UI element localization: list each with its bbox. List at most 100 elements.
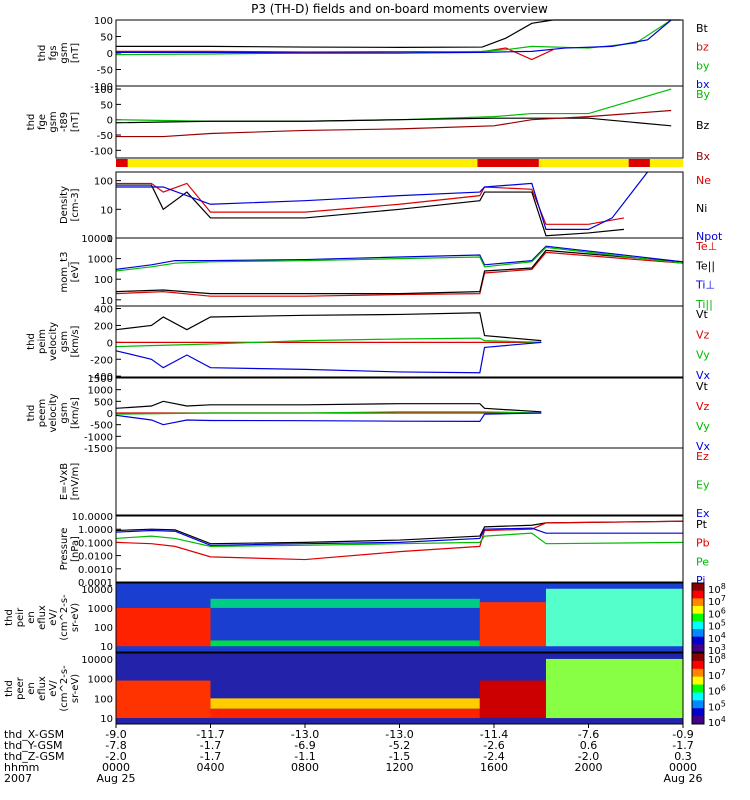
- efield-frame: [115, 447, 684, 516]
- peim-velocity-ylabel-line-1: peim: [37, 329, 48, 354]
- time-row-0-value-0: -9.0: [105, 728, 126, 741]
- time-row-2-value-5: -2.0: [578, 750, 599, 763]
- density-ytick-0: 100: [94, 177, 113, 188]
- time-row-label-3: hhmm: [4, 761, 39, 774]
- peem-velocity-ytick-2: 500: [94, 397, 113, 408]
- peem-velocity-series-Vx: [115, 412, 542, 426]
- peir-colorbar-frame: [691, 582, 705, 653]
- peer-colorbar-cell-6: [692, 700, 704, 709]
- peer-ylabel-line-2: en: [26, 682, 37, 695]
- fge-gsm-ytick-0: 100: [94, 85, 113, 96]
- peem-velocity-ylabel-line-4: [km/s]: [70, 397, 81, 429]
- temperature-legend-Ti||: Ti||: [695, 298, 713, 311]
- fgs-gsm-ytick-0: 100: [94, 16, 113, 27]
- time-row-1-value-1: -1.7: [200, 739, 221, 752]
- density-ylabel-line-0: Density: [59, 186, 70, 224]
- time-row-4-value-0: Aug 25: [97, 772, 136, 785]
- peir-colorbar-cell-1: [692, 590, 704, 599]
- peer-colorbar-cell-1: [692, 660, 704, 670]
- peim-velocity-ytick-1: 200: [94, 321, 113, 332]
- fgs-gsm-series-by: [115, 19, 672, 56]
- temperature-series-Te||: [115, 249, 684, 295]
- peir-band-1: [210, 640, 480, 647]
- peem-velocity-series-Vt: [115, 400, 542, 413]
- fge-gsm-series-Bx: [116, 109, 672, 138]
- peem-velocity-legend-Vt: Vt: [696, 380, 709, 393]
- pressure-legend-Pe: Pe: [696, 555, 709, 568]
- time-row-2-value-3: -1.5: [389, 750, 410, 763]
- pressure-series-Pe: [115, 532, 684, 547]
- temperature-ytick-0: 10000: [81, 234, 113, 245]
- peir-band-0: [116, 607, 211, 647]
- efield-legend-Ey: Ey: [696, 479, 710, 492]
- fge-gsm-ylabel-line-2: gsm: [48, 111, 59, 132]
- fge-gsm-legend-Bx: Bx: [696, 150, 711, 163]
- temperature-ylabel-line-1: [eV]: [70, 262, 81, 283]
- time-row-3-value-4: 1600: [480, 761, 508, 774]
- peir-ylabel-line-1: peir: [15, 607, 26, 627]
- peir-colorbar-cell-8: [692, 644, 704, 653]
- fge-gsm-legend-By: By: [696, 88, 711, 101]
- peer-band-0: [116, 680, 211, 719]
- pressure-ytick-1: 1.0000: [78, 525, 113, 536]
- time-row-2-value-1: -1.7: [200, 750, 221, 763]
- pressure-series-Pi: [115, 527, 683, 546]
- efield-plot-area: [116, 448, 683, 515]
- peer-colorbar-cell-0: [692, 653, 704, 662]
- peir-colorbar-cell-4: [692, 613, 704, 622]
- density-series-Npot: [116, 171, 649, 230]
- mode-segment-3: [538, 159, 629, 167]
- time-row-3-value-0: 0000: [102, 761, 130, 774]
- time-row-0-value-6: -0.9: [672, 728, 693, 741]
- peim-velocity-legend-Vt: Vt: [696, 308, 709, 321]
- fgs-gsm-ylabel-line-0: thd: [37, 45, 48, 62]
- peim-velocity-frame: [115, 305, 684, 378]
- fge-gsm-series-Bz: [115, 117, 672, 127]
- fge-gsm-frame: [115, 85, 684, 159]
- temperature-legend-Te⊥: Te⊥: [695, 240, 717, 253]
- peir-frame: [115, 582, 684, 653]
- efield-ylabel-line-0: E=-VxB: [59, 463, 70, 500]
- fge-gsm-ytick-2: 0: [107, 116, 113, 127]
- time-row-3-value-6: 0000: [669, 761, 697, 774]
- peir-band-2: [210, 598, 480, 608]
- peer-ylabel-line-3: eflux: [37, 676, 48, 701]
- peem-velocity-ylabel-line-3: gsm: [59, 402, 70, 423]
- peer-colorbar-tick-2: 106: [708, 684, 726, 698]
- temperature-ytick-2: 100: [94, 275, 113, 286]
- peer-colorbar-tick-0: 108: [708, 652, 726, 666]
- peir-colorbar-cell-6: [692, 629, 704, 638]
- fge-gsm-ylabel-line-3: -t89: [59, 112, 70, 132]
- peer-ytick-3: 10: [100, 714, 113, 725]
- fgs-gsm-ytick-3: -50: [97, 66, 113, 77]
- pressure-ylabel-line-0: Pressure: [59, 528, 70, 571]
- peer-ytick-1: 1000: [88, 675, 113, 686]
- peer-colorbar-cell-5: [692, 692, 704, 701]
- density-ytick-1: 10: [100, 205, 113, 216]
- density-legend-Ne: Ne: [696, 174, 711, 187]
- fgs-gsm-ylabel-line-1: fgs: [48, 45, 59, 60]
- fge-gsm-ylabel-line-4: [nT]: [70, 112, 81, 132]
- mode-segment-5: [649, 159, 683, 167]
- peir-ytick-1: 1000: [88, 604, 113, 615]
- peir-colorbar-cell-7: [692, 636, 704, 645]
- peem-velocity-ytick-6: -1500: [84, 444, 113, 455]
- temperature-legend-Te||: Te||: [695, 259, 715, 272]
- peim-velocity-ylabel-line-0: thd: [26, 333, 37, 350]
- peir-ylabel-line-4: eV/: [48, 609, 59, 626]
- peim-velocity-ytick-2: 0: [107, 338, 113, 349]
- peim-velocity-ytick-4: -400: [90, 372, 113, 383]
- time-row-3-value-2: 0800: [291, 761, 319, 774]
- peir-ytick-2: 100: [94, 623, 113, 634]
- peem-velocity-ytick-1: 1000: [88, 386, 113, 397]
- temperature-ytick-1: 1000: [88, 255, 113, 266]
- pressure-series-Pb: [115, 520, 684, 561]
- peem-velocity-ytick-0: 1500: [88, 374, 113, 385]
- efield-legend-Ez: Ez: [696, 450, 709, 463]
- peer-band-1: [210, 708, 480, 719]
- peir-colorbar-cell-3: [692, 606, 704, 615]
- peer-band-2: [210, 698, 480, 709]
- fgs-gsm-ylabel-line-2: gsm: [59, 42, 70, 63]
- peim-velocity-series-Vy: [115, 337, 542, 348]
- efield-ylabel-line-1: [mV/m]: [70, 463, 81, 501]
